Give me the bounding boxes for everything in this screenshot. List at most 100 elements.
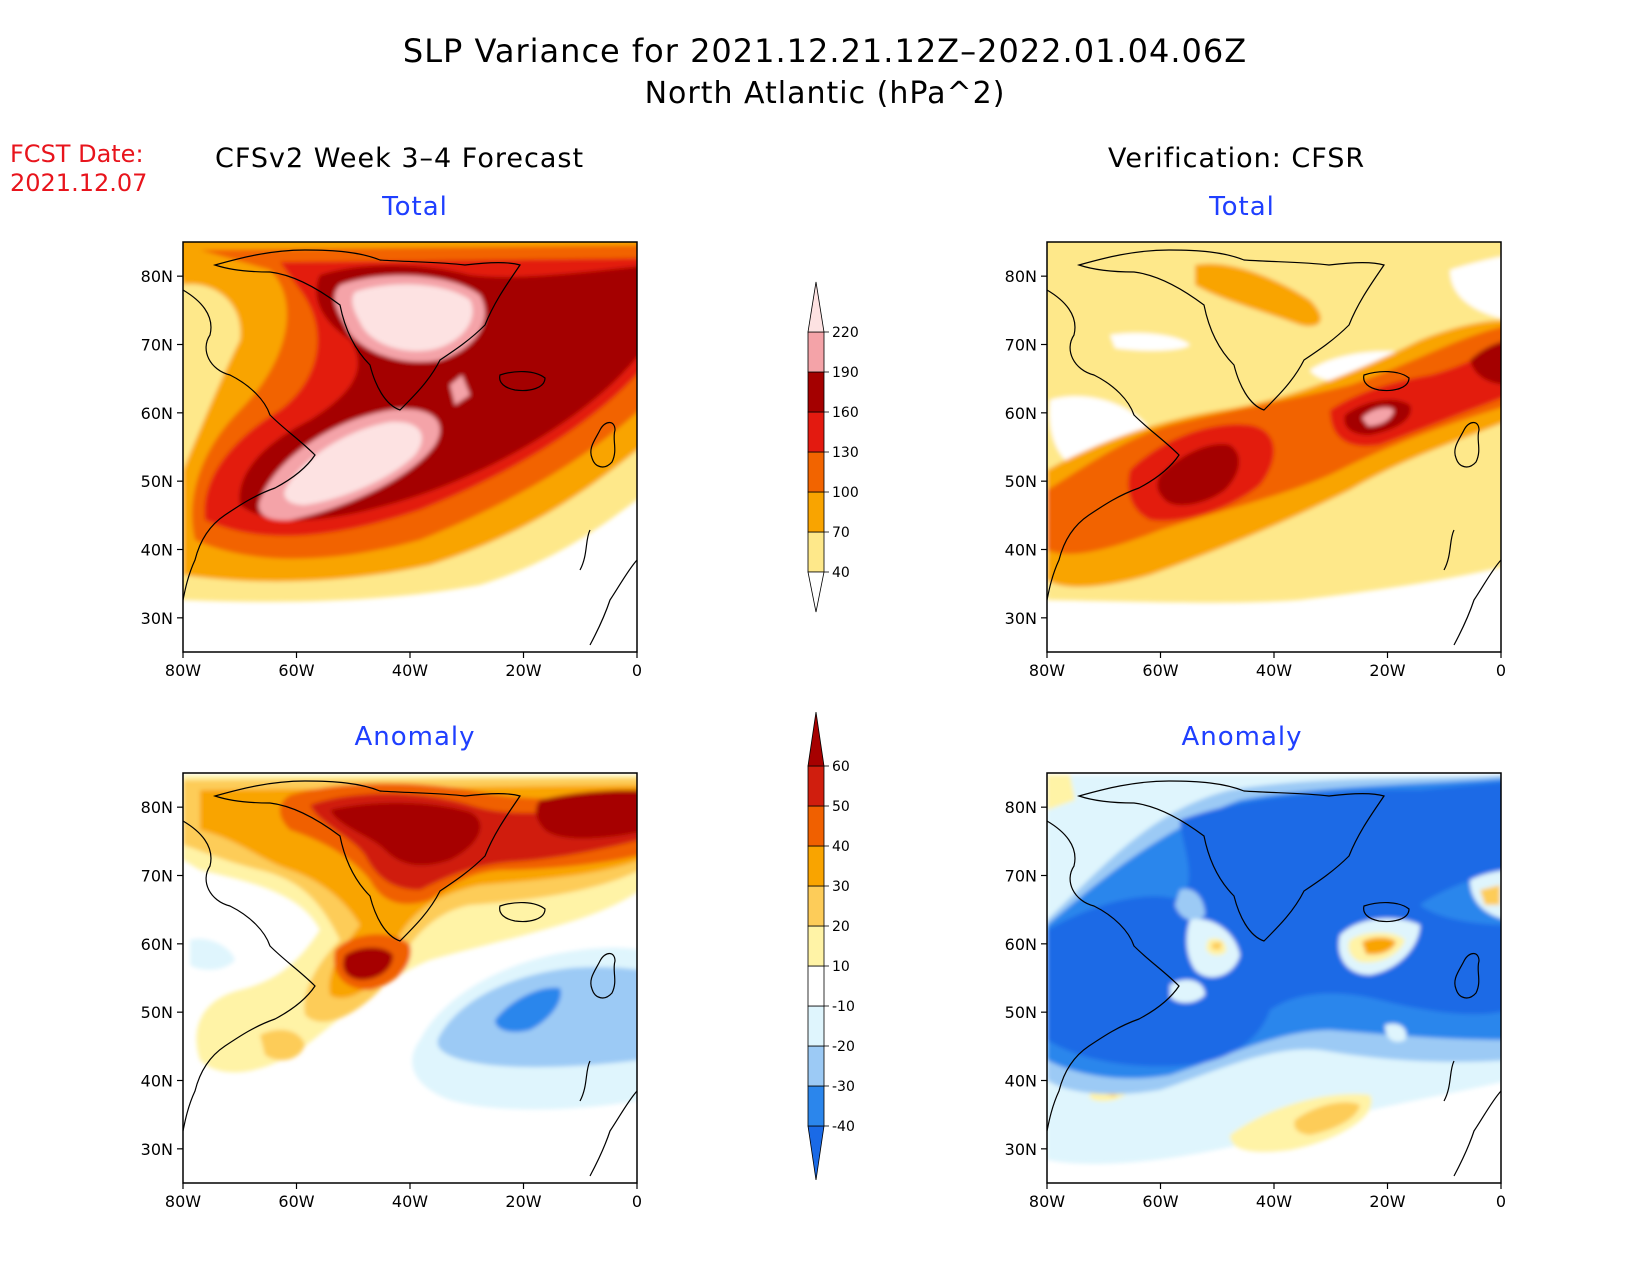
colorbar-label: 30 <box>832 879 850 895</box>
lon-tick-label: 80W <box>165 1192 201 1211</box>
forecast-date-caption: FCST Date: <box>10 140 144 168</box>
verification-column-heading: Verification: CFSR <box>1108 143 1366 174</box>
lat-tick-label: 30N <box>1005 609 1037 628</box>
colorbar-swatch <box>807 1045 825 1087</box>
forecast-date-value: 2021.12.07 <box>10 169 148 197</box>
colorbar-swatch <box>807 1085 825 1127</box>
colorbar-label: 100 <box>832 485 859 501</box>
colorbar-swatch <box>807 491 825 533</box>
colorbar-swatch <box>807 845 825 887</box>
panel-title-forecast-total: Total <box>382 192 448 222</box>
colorbar-swatch <box>807 371 825 413</box>
panel-frames: 80N 70N 60N 50N 40N 30N 80W 60W 40W 20W 0 80N 70N 60N… <box>141 241 1506 1211</box>
map-verification-anomaly <box>1047 773 1501 1183</box>
panel-title-forecast-anomaly: Anomaly <box>354 722 476 752</box>
map-forecast-total <box>183 242 637 652</box>
colorbar-anomaly: -40 -30 -20 -10 10 20 30 40 50 60 <box>807 711 855 1181</box>
colorbar-total: 40 70 100 130 160 190 220 <box>807 281 859 613</box>
lat-tick-label: 40N <box>141 541 173 560</box>
colorbar-label: 190 <box>832 365 859 381</box>
colorbar-swatch <box>807 411 825 453</box>
lon-tick-label: 40W <box>1256 661 1292 680</box>
greenland-coast <box>212 249 521 411</box>
lon-tick-label: 80W <box>1029 1192 1065 1211</box>
lon-tick-label: 80W <box>1029 661 1065 680</box>
coastline-group <box>182 249 638 646</box>
colorbar-swatch <box>807 281 825 333</box>
iberia-coast <box>589 559 638 646</box>
lat-tick-label: 30N <box>141 609 173 628</box>
colorbar-label: -30 <box>832 1079 855 1095</box>
colorbar-swatch <box>807 765 825 807</box>
map-verification-total <box>1047 242 1501 652</box>
british-isles-coast <box>590 421 616 468</box>
lat-tick-label: 70N <box>1005 867 1037 886</box>
colorbar-swatch <box>807 1005 825 1047</box>
colorbar-label: 40 <box>832 565 850 581</box>
lon-tick-label: 20W <box>505 661 541 680</box>
lat-tick-label: 70N <box>141 867 173 886</box>
panel-title-verification-total: Total <box>1209 192 1275 222</box>
lat-tick-label: 80N <box>1005 798 1037 817</box>
colorbar-label: -40 <box>832 1119 855 1135</box>
lon-tick-label: 20W <box>1369 661 1405 680</box>
colorbar-label: 220 <box>832 325 859 341</box>
colorbar-label: 130 <box>832 445 859 461</box>
colorbar-swatch <box>807 571 825 613</box>
figure-title-line2: North Atlantic (hPa^2) <box>644 76 1006 111</box>
lat-tick-label: 80N <box>141 267 173 286</box>
colorbar-label: 10 <box>832 959 850 975</box>
lat-tick-label: 50N <box>141 472 173 491</box>
lat-tick-label: 60N <box>141 404 173 423</box>
lon-tick-label: 60W <box>278 1192 314 1211</box>
colorbar-swatch <box>807 451 825 493</box>
colorbar-label: 20 <box>832 919 850 935</box>
colorbar-swatch <box>807 965 825 1007</box>
lat-tick-label: 60N <box>1005 404 1037 423</box>
lon-tick-label: 80W <box>165 661 201 680</box>
colorbar-swatch <box>807 1125 825 1181</box>
colorbar-swatch <box>807 331 825 373</box>
iceland-coast <box>499 371 546 392</box>
lat-tick-label: 70N <box>141 336 173 355</box>
lat-tick-label: 50N <box>141 1003 173 1022</box>
colorbar-swatch <box>807 531 825 573</box>
panel-title-verification-anomaly: Anomaly <box>1181 722 1303 752</box>
forecast-date-label: FCST Date: 2021.12.07 <box>10 140 147 198</box>
lat-tick-label: 30N <box>141 1140 173 1159</box>
colorbar-label: -10 <box>832 999 855 1015</box>
lon-tick-label: 40W <box>1256 1192 1292 1211</box>
lon-tick-label: 60W <box>1142 1192 1178 1211</box>
lat-tick-label: 40N <box>1005 1072 1037 1091</box>
colorbar-label: 160 <box>832 405 859 421</box>
map-forecast-anomaly <box>183 773 637 1183</box>
colorbar-swatch <box>807 805 825 847</box>
lon-tick-label: 60W <box>1142 661 1178 680</box>
colorbar-label: 70 <box>832 525 850 541</box>
lat-tick-label: 60N <box>141 935 173 954</box>
figure-title-line1: SLP Variance for 2021.12.21.12Z–2022.01.… <box>402 32 1248 70</box>
lon-tick-label: 20W <box>505 1192 541 1211</box>
africa-coast <box>579 529 591 571</box>
canada-coast <box>182 289 316 601</box>
lon-tick-label: 0 <box>632 661 642 680</box>
lon-tick-label: 0 <box>1496 661 1506 680</box>
lat-tick-label: 50N <box>1005 1003 1037 1022</box>
forecast-column-heading: CFSv2 Week 3–4 Forecast <box>215 143 585 174</box>
lat-tick-label: 80N <box>1005 267 1037 286</box>
lon-tick-label: 40W <box>392 661 428 680</box>
lat-tick-label: 40N <box>141 1072 173 1091</box>
lat-tick-label: 60N <box>1005 935 1037 954</box>
lat-tick-label: 50N <box>1005 472 1037 491</box>
lat-tick-label: 70N <box>1005 336 1037 355</box>
lon-tick-label: 40W <box>392 1192 428 1211</box>
lat-tick-label: 40N <box>1005 541 1037 560</box>
colorbar-label: -20 <box>832 1039 855 1055</box>
colorbar-swatch <box>807 885 825 927</box>
colorbar-label: 40 <box>832 839 850 855</box>
lon-tick-label: 60W <box>278 661 314 680</box>
colorbar-label: 60 <box>832 759 850 775</box>
lat-tick-label: 80N <box>141 798 173 817</box>
colorbar-label: 50 <box>832 799 850 815</box>
